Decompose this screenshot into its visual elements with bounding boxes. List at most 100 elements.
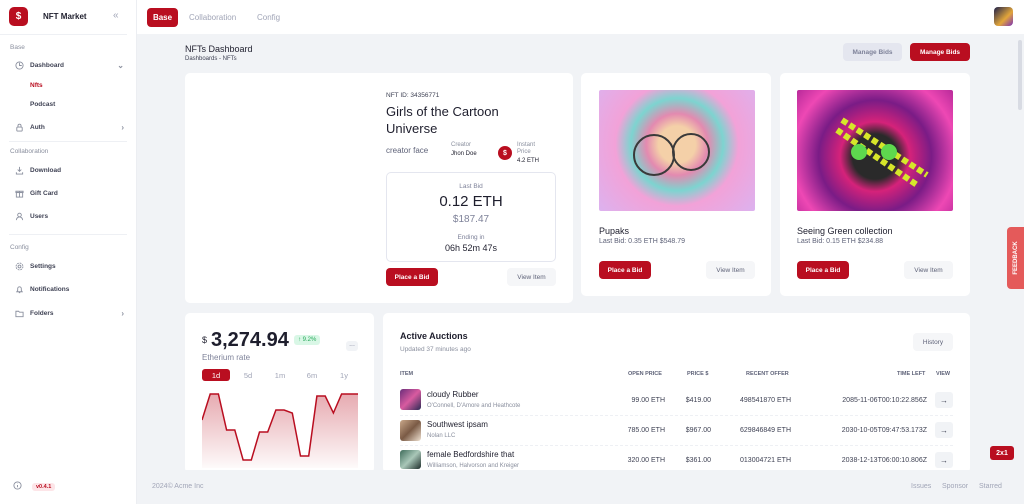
footer-link-sponsor[interactable]: Sponsor <box>942 483 969 490</box>
row-item-company: O'Connell, D'Amore and Heathcote <box>427 403 521 409</box>
range-tab-1y[interactable]: 1y <box>340 370 348 380</box>
folder-icon <box>14 308 24 318</box>
sidebar-item-label: Notifications <box>30 285 70 293</box>
nft-name: Pupaks <box>599 226 630 236</box>
footer-link-issues[interactable]: Issues <box>911 483 932 490</box>
ending-label: Ending in <box>457 234 485 241</box>
topbar: Base Collaboration Config <box>137 0 1024 34</box>
ethereum-value: 3,274.94 <box>211 329 289 351</box>
feedback-tab[interactable]: FEEDBACK <box>1007 227 1024 289</box>
sidebar-item-users[interactable]: Users <box>14 209 126 223</box>
instant-price-value: 4.2 ETH <box>517 158 540 164</box>
nft-image[interactable] <box>797 90 953 211</box>
row-open-price: 320.00 ETH <box>627 457 665 464</box>
sidebar-item-label: Users <box>30 212 49 220</box>
zoom-badge[interactable]: 2x1 <box>990 446 1014 460</box>
place-bid-button[interactable]: Place a Bid <box>797 261 849 279</box>
sidebar-item-settings[interactable]: Settings <box>14 259 126 273</box>
footer-link-starred[interactable]: Starred <box>979 483 1002 490</box>
more-options-button[interactable]: ... <box>346 341 358 351</box>
chart-line <box>202 393 358 461</box>
column-header-open-price[interactable]: OPEN PRICE <box>628 371 662 377</box>
view-item-button[interactable]: View Item <box>706 261 755 279</box>
column-header-recent-offer[interactable]: RECENT OFFER <box>746 371 789 377</box>
breadcrumb[interactable]: Dashboards - NFTs <box>185 56 237 62</box>
version-badge: v0.4.1 <box>32 482 56 491</box>
row-time-left: 2030-10-05T09:47:53.173Z <box>841 427 927 434</box>
change-badge: ↑ 9.2% <box>294 335 321 345</box>
sidebar: $ NFT Market « Base Dashboard ⌄ Nfts Pod… <box>0 0 137 504</box>
row-item-company: Nolan LLC <box>427 433 456 439</box>
chevron-down-icon: ⌄ <box>117 60 124 70</box>
sidebar-item-notifications[interactable]: Notifications <box>14 282 126 296</box>
nft-name: Seeing Green collection <box>797 226 893 236</box>
range-tab-6m[interactable]: 6m <box>306 370 318 380</box>
nft-image[interactable] <box>599 90 755 211</box>
view-item-button[interactable]: View Item <box>507 268 556 286</box>
section-label-base: Base <box>10 44 25 51</box>
user-avatar[interactable] <box>994 7 1013 26</box>
bell-icon <box>14 284 24 294</box>
sidebar-item-label: Dashboard <box>30 61 64 69</box>
last-bid-eth: 0.12 ETH <box>439 193 503 210</box>
info-icon[interactable] <box>13 481 22 492</box>
divider <box>9 141 127 142</box>
column-header-view[interactable]: VIEW <box>936 371 951 377</box>
download-icon <box>14 165 24 175</box>
row-price-usd: $361.00 <box>685 457 711 464</box>
auctions-title: Active Auctions <box>400 331 468 341</box>
gift-icon <box>14 188 24 198</box>
column-header-time-left[interactable]: TIME LEFT <box>897 371 926 377</box>
instant-price-label: Instant Price <box>517 142 536 155</box>
tab-config[interactable]: Config <box>257 13 281 22</box>
manage-bids-secondary-button[interactable]: Manage Bids <box>843 43 902 61</box>
place-bid-button[interactable]: Place a Bid <box>386 268 438 286</box>
scrollbar[interactable] <box>1018 40 1022 110</box>
arrow-right-icon[interactable]: → <box>935 392 953 408</box>
nft-last-bid: Last Bid: 0.35 ETH $548.79 <box>599 238 685 245</box>
arrow-right-icon[interactable]: → <box>935 422 953 438</box>
dashboard-icon <box>14 60 24 70</box>
range-tab-1m[interactable]: 1m <box>274 370 286 380</box>
row-item-company: Williamson, Halvorson and Kreiger <box>427 463 520 469</box>
sidebar-item-dashboard[interactable]: Dashboard ⌄ <box>14 58 126 72</box>
sidebar-item-label: Folders <box>30 309 54 317</box>
history-button[interactable]: History <box>913 333 953 351</box>
range-tab-5d[interactable]: 5d <box>243 370 253 380</box>
manage-bids-button[interactable]: Manage Bids <box>910 43 970 61</box>
range-tab-1d[interactable]: 1d <box>202 369 230 381</box>
row-recent-offer: 629846849 ETH <box>740 427 791 434</box>
column-header-price-usd[interactable]: PRICE $ <box>687 371 709 377</box>
nft-title: Girls of the Cartoon Universe <box>386 104 499 136</box>
row-price-usd: $967.00 <box>685 427 711 434</box>
user-icon <box>14 211 24 221</box>
column-header-item[interactable]: ITEM <box>400 371 414 377</box>
place-bid-button[interactable]: Place a Bid <box>599 261 651 279</box>
divider <box>0 34 127 35</box>
sidebar-item-auth[interactable]: Auth › <box>14 120 126 134</box>
sidebar-item-gift-card[interactable]: Gift Card <box>14 186 126 200</box>
tab-collaboration[interactable]: Collaboration <box>189 13 237 22</box>
sidebar-item-folders[interactable]: Folders › <box>14 306 126 320</box>
sidebar-item-download[interactable]: Download <box>14 163 126 177</box>
section-label-config: Config <box>10 244 29 251</box>
creator-label: Creator <box>451 142 472 148</box>
last-bid-label: Last Bid <box>459 183 483 190</box>
sidebar-item-nfts[interactable]: Nfts <box>30 82 43 89</box>
row-time-left: 2038-12-13T06:00:10.806Z <box>841 457 927 464</box>
row-item-name: Southwest ipsam <box>427 420 488 429</box>
nft-id: NFT ID: 34356771 <box>386 92 440 99</box>
sidebar-item-podcast[interactable]: Podcast <box>30 101 56 108</box>
row-divider <box>400 445 953 446</box>
creator-name: Jhon Doe <box>451 151 477 157</box>
dollar-icon: $ <box>498 146 512 160</box>
brand[interactable]: $ NFT Market <box>9 7 87 26</box>
row-divider <box>400 415 953 416</box>
tab-base[interactable]: Base <box>147 8 178 27</box>
row-thumbnail <box>400 420 421 441</box>
collapse-sidebar-icon[interactable]: « <box>113 10 119 21</box>
sidebar-item-label: Auth <box>30 123 45 131</box>
brand-logo: $ <box>9 7 28 26</box>
arrow-right-icon[interactable]: → <box>935 452 953 468</box>
view-item-button[interactable]: View Item <box>904 261 953 279</box>
